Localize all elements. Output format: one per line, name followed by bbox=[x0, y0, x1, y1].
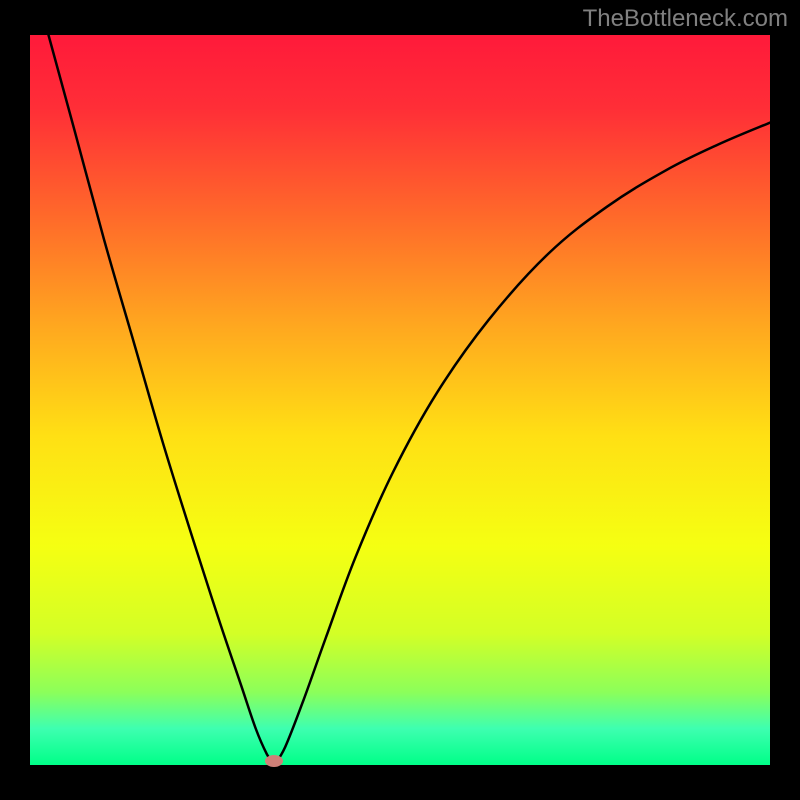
plot-area bbox=[30, 35, 770, 765]
watermark-text: TheBottleneck.com bbox=[583, 5, 788, 33]
optimum-marker bbox=[265, 755, 283, 767]
chart-container: TheBottleneck.com bbox=[0, 0, 800, 800]
